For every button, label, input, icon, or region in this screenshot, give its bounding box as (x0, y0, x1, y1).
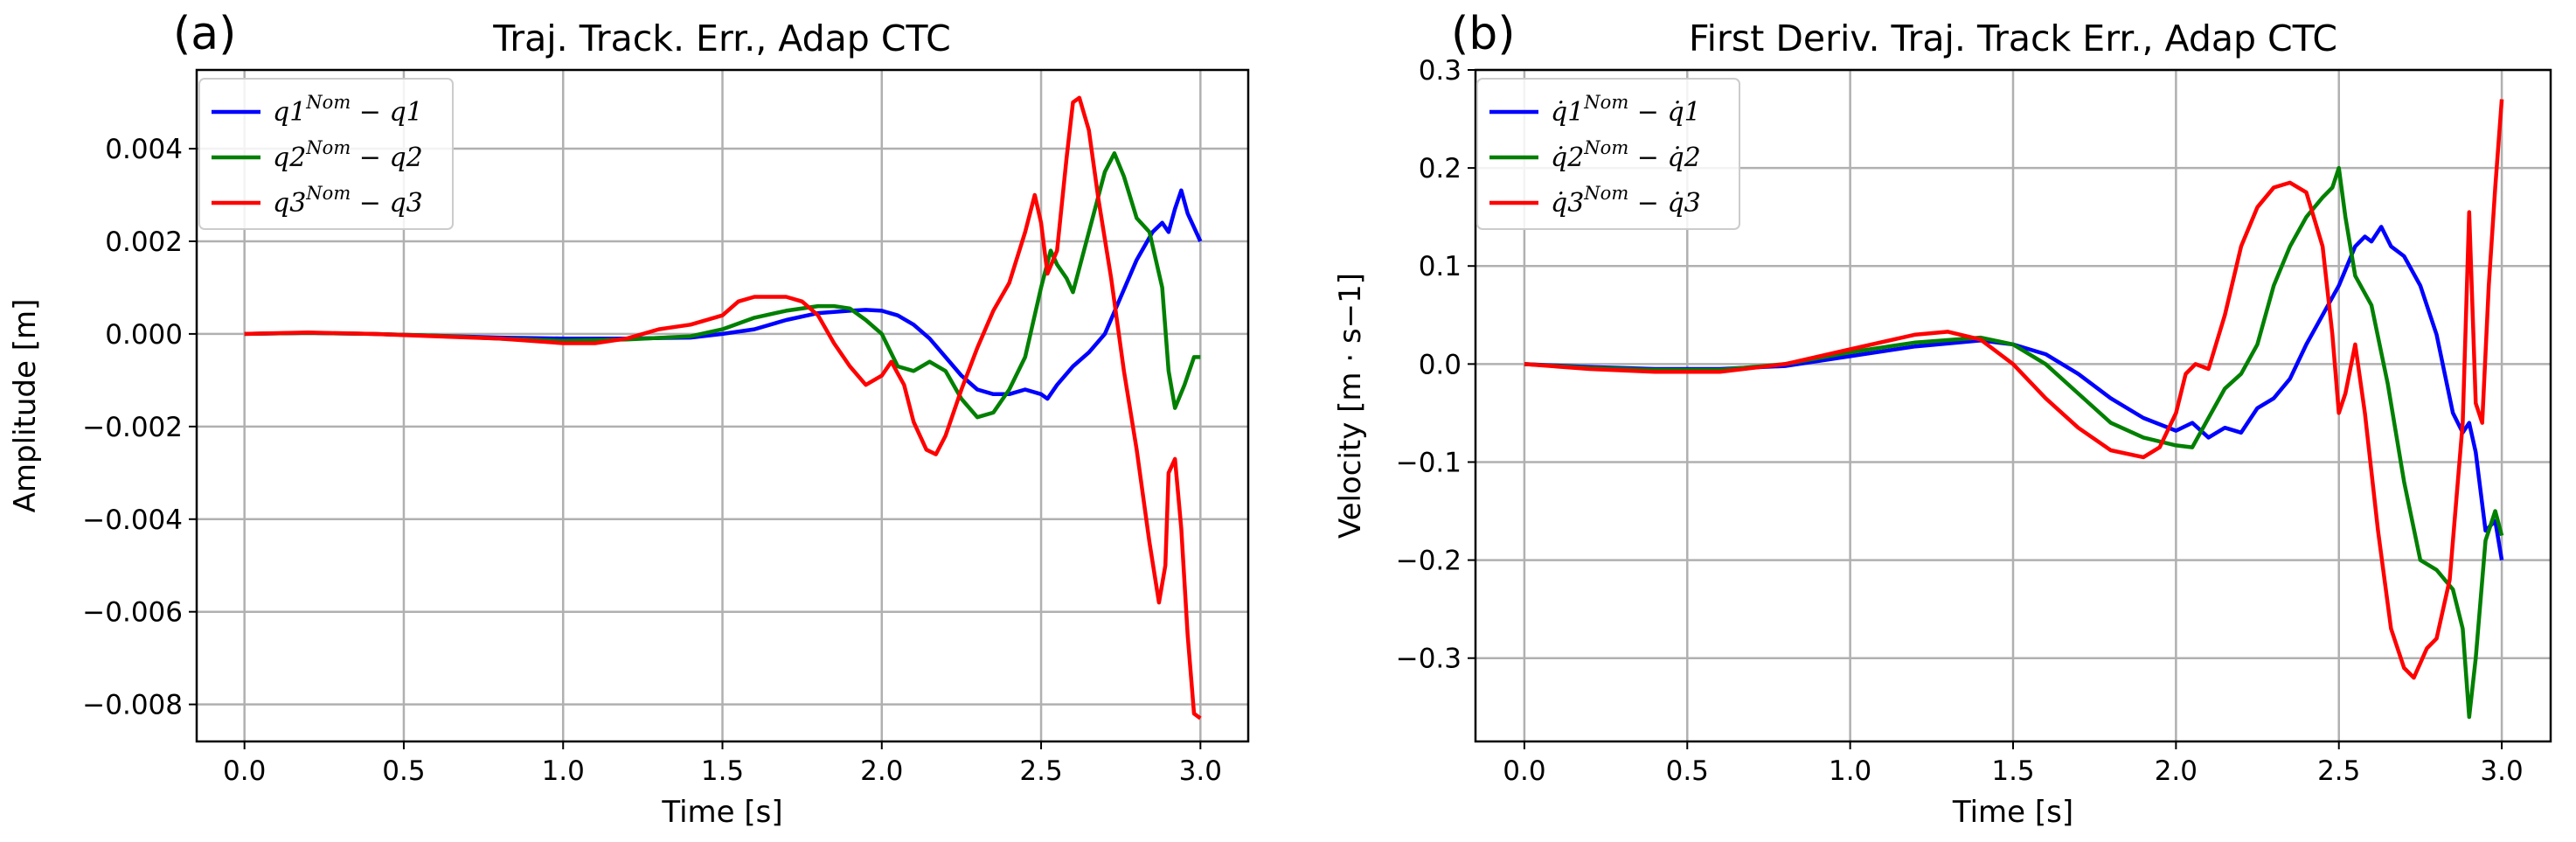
y-tick-label: 0.1 (1419, 251, 1462, 282)
y-tick-label: −0.006 (82, 597, 183, 629)
x-tick-label: 1.5 (1991, 755, 2034, 787)
x-tick-label: 2.5 (2317, 755, 2360, 787)
x-tick-label: 2.5 (1019, 755, 1062, 787)
x-axis-label: Time [s] (661, 795, 782, 830)
x-tick-label: 0.5 (382, 755, 425, 787)
x-tick-label: 0.0 (223, 755, 266, 787)
y-tick-label: −0.002 (82, 412, 183, 443)
x-tick-label: 1.0 (542, 755, 585, 787)
x-tick-label: 0.0 (1503, 755, 1545, 787)
y-tick-label: −0.3 (1396, 644, 1462, 675)
series-line-q2 (244, 151, 1201, 420)
x-tick-label: 1.0 (1829, 755, 1871, 787)
chart-title: First Deriv. Traj. Track Err., Adap CTC (1689, 17, 2337, 59)
plot-area (1524, 99, 2504, 720)
legend-box (198, 78, 454, 230)
y-tick-label: −0.1 (1396, 447, 1462, 478)
chart-panel-b: 0.0 0.5 1.0 1.5 2.0 2.5 3.0 −0.3 −0.2 −0.1 0.0 0.1 0… (1333, 8, 2552, 830)
panel-label: (a) (173, 8, 236, 60)
x-tick-label: 0.5 (1666, 755, 1709, 787)
y-axis-label: Velocity [m · s−1] (1333, 273, 1368, 539)
y-tick-label: 0.000 (105, 319, 183, 351)
chart-title: Traj. Track. Err., Adap CTC (492, 17, 950, 59)
series-line-q3 (244, 95, 1202, 720)
x-tick-label: 1.5 (701, 755, 744, 787)
y-tick-label: −0.004 (82, 505, 183, 536)
series-line-dq3 (1524, 99, 2504, 680)
plot-area (244, 95, 1203, 720)
chart-panel-a: 0.0 0.5 1.0 1.5 2.0 2.5 3.0 −0.008 −0.006 −0.004 −… (8, 8, 1250, 830)
y-axis-label: Amplitude [m] (8, 299, 43, 513)
panel-label: (b) (1451, 8, 1516, 60)
y-tick-label: 0.0 (1419, 349, 1462, 380)
legend-entry-dq1: q̇1Nom − q̇1 (1551, 92, 1701, 128)
legend-box (1476, 78, 1740, 230)
legend: q1Nom − q1 q2Nom − q2 q3Nom − q3 (198, 78, 454, 230)
x-tick-label: 2.0 (860, 755, 903, 787)
legend-entry-dq3: q̇3Nom − q̇3 (1551, 183, 1701, 219)
y-tick-label: 0.004 (105, 134, 183, 165)
legend-entry-q2: q2Nom − q2 (273, 137, 423, 173)
x-tick-label: 3.0 (1179, 755, 1222, 787)
y-tick-label: 0.2 (1419, 153, 1462, 184)
legend: q̇1Nom − q̇1 q̇2Nom − q̇2 q̇3Nom − q̇3 (1476, 78, 1740, 230)
legend-entry-q3: q3Nom − q3 (273, 183, 423, 219)
x-axis-label: Time [s] (1952, 795, 2073, 830)
x-tick-label: 2.0 (2155, 755, 2198, 787)
x-tick-label: 3.0 (2480, 755, 2523, 787)
y-tick-label: 0.002 (105, 226, 183, 258)
y-tick-label: −0.2 (1396, 546, 1462, 577)
series-line-dq1 (1524, 225, 2504, 560)
legend-entry-q1: q1Nom − q1 (273, 92, 423, 128)
legend-entry-dq2: q̇2Nom − q̇2 (1551, 137, 1701, 173)
y-tick-label: −0.008 (82, 690, 183, 721)
y-tick-label: 0.3 (1419, 55, 1462, 87)
